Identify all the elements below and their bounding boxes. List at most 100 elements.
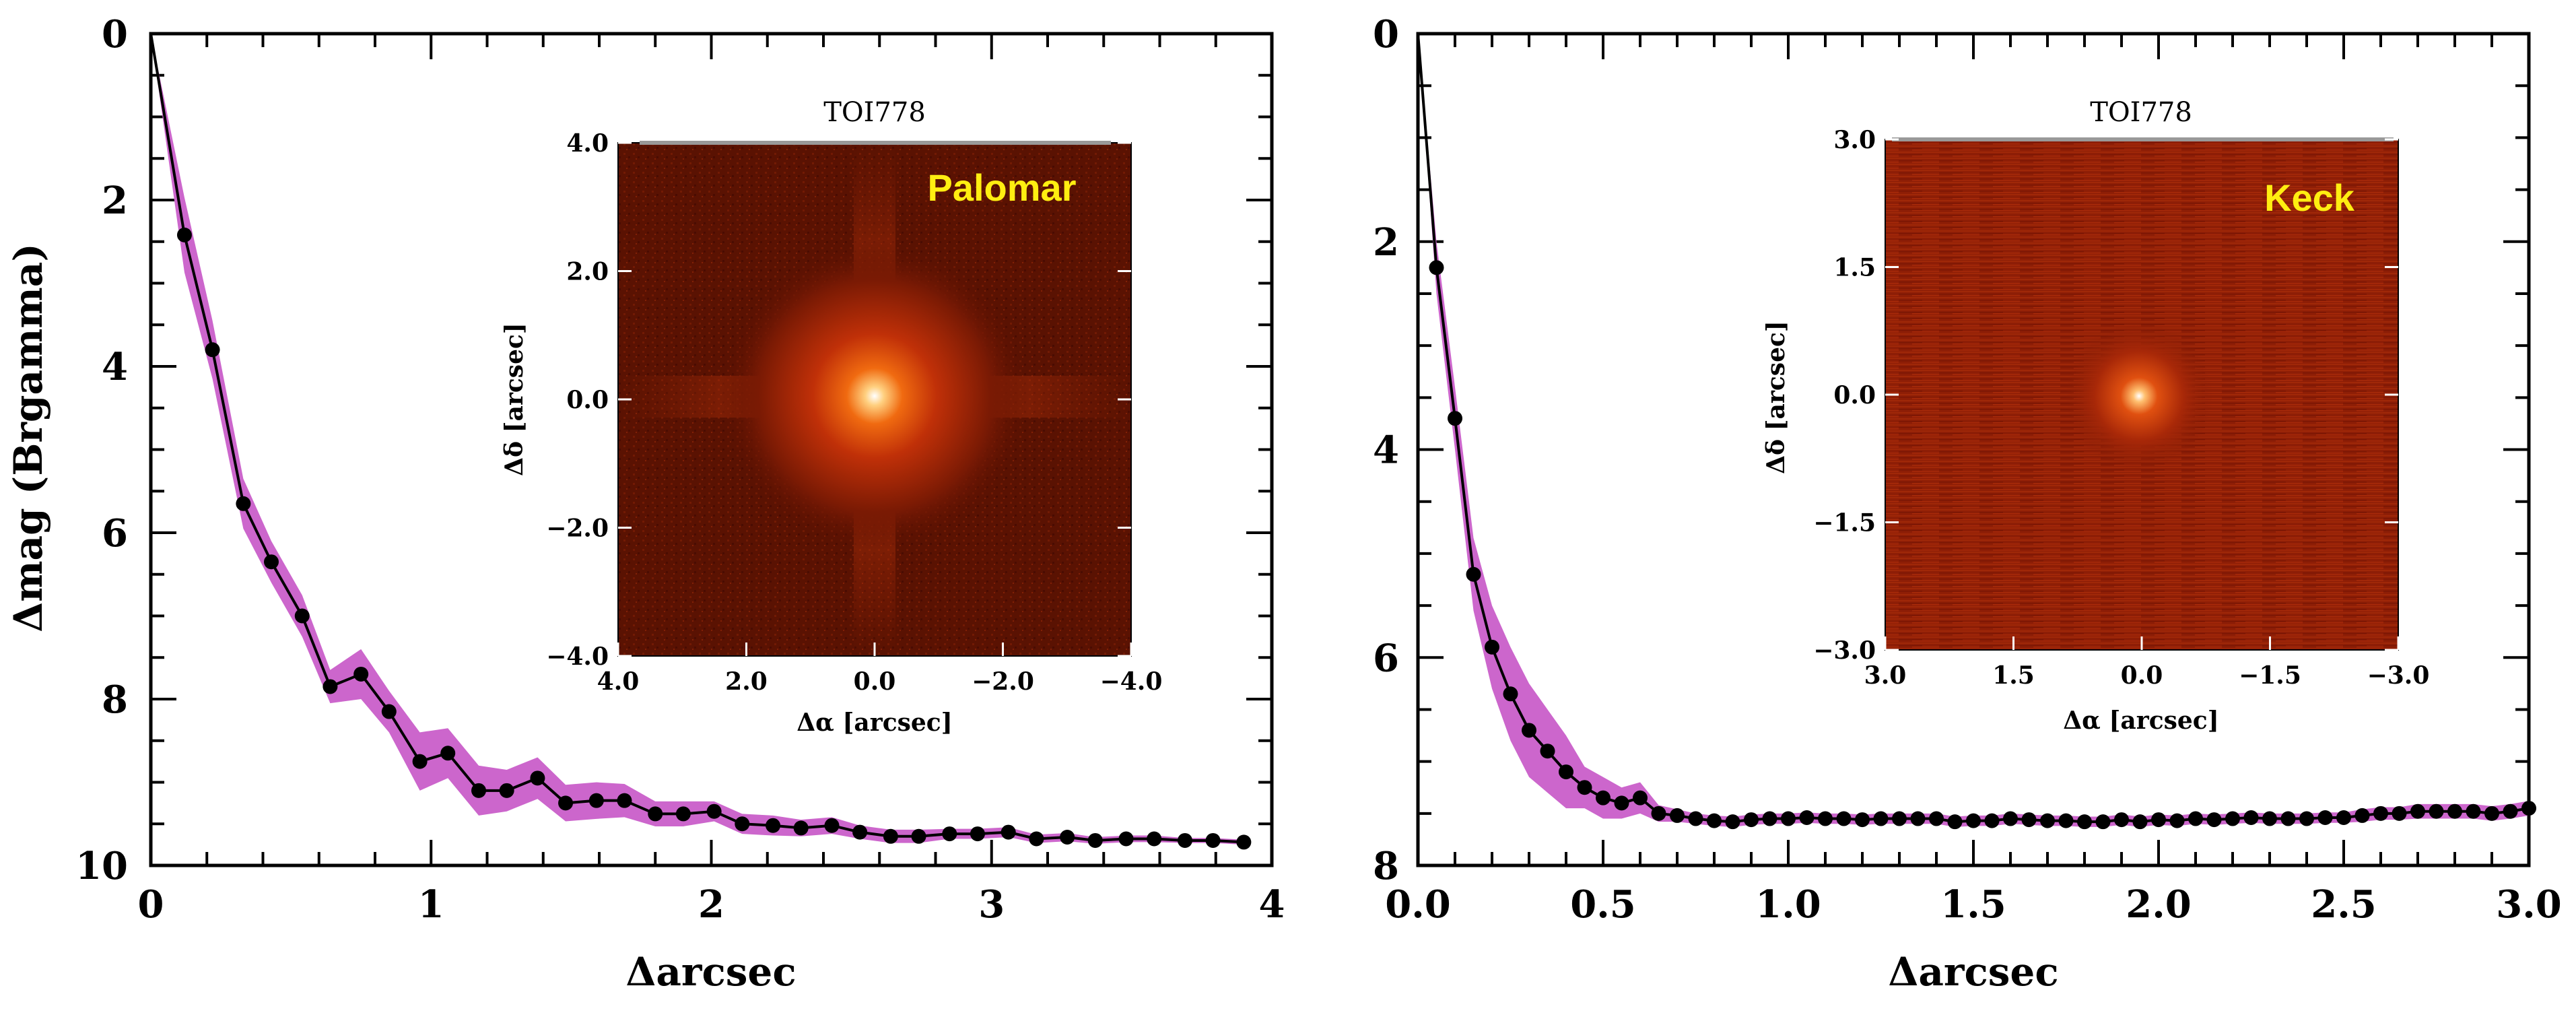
keck-ticks [1884,138,2400,651]
uncertainty-band [1418,34,2529,827]
data-point [558,795,574,811]
data-point [1485,639,1499,655]
inset-y-tick-label: 3.0 [1833,126,1876,154]
data-point [852,824,868,840]
data-point [735,816,750,832]
inset-y-tick-label: −2.0 [546,515,609,543]
data-point [1236,834,1252,850]
data-point [2151,812,2166,828]
inset-y-tick-label: −1.5 [1813,509,1876,537]
y-tick-label: 2 [1373,220,1399,265]
data-point [176,227,192,242]
inset-y-tick-label: 2.0 [566,258,609,286]
y-tick-label: 4 [102,345,128,389]
data-point [2484,806,2499,821]
right-data-points [1429,260,2536,830]
data-point [1984,813,2000,828]
data-point [1947,814,1963,830]
x-tick-label: 2 [698,882,724,927]
data-point [2410,803,2425,819]
data-point [1818,811,1833,826]
data-point [2373,806,2388,821]
x-tick-label: 3 [978,882,1005,927]
keck-y-axis-title: Δδ [arcsec] [1762,321,1790,474]
data-point [323,679,338,694]
left-x-axis-title: Δarcsec [625,949,796,995]
data-point [706,803,722,819]
data-point [970,826,985,842]
data-point [1029,831,1044,847]
data-point [1503,686,1518,702]
data-point [1466,566,1481,582]
palomar-ticks [617,141,1132,657]
data-point [1781,811,1796,826]
data-point [824,818,840,833]
data-point [2262,811,2277,826]
data-point [499,783,514,798]
palomar-y-axis-title: Δδ [arcsec] [500,323,529,476]
data-point [1670,808,1685,823]
data-point [1614,795,1629,811]
data-point [2114,812,2129,828]
x-tick-label: 4 [1259,882,1285,927]
data-point [2003,811,2018,826]
keck-tick-labels: 3.0 3.0 1.5 1.5 0.0 0.0 −1.5 −1.5 −3.0 −3.0 [1813,126,2429,690]
data-point [294,608,310,624]
keck-star-psf [2065,322,2213,470]
data-point [1873,811,1889,826]
data-point [2021,812,2037,828]
data-point [1087,832,1103,848]
data-point [1633,790,1648,806]
inset-x-tick-label: 2.0 [725,667,768,696]
left-data-points [176,227,1252,850]
data-point [2447,803,2462,819]
data-point [2354,808,2370,823]
data-point [1651,806,1666,821]
data-point [2466,803,2481,819]
data-point [911,828,926,844]
y-tick-label: 6 [1373,636,1399,680]
data-point [2188,811,2203,826]
data-point [1855,812,1870,828]
data-point [1118,831,1134,847]
left-tick-labels: 0 1 2 3 4 0 2 4 6 8 10 [75,12,1285,927]
inset-x-tick-label: 4.0 [597,667,640,696]
x-tick-label: 0 [138,882,164,927]
data-point [942,826,957,842]
data-point [1177,832,1192,848]
inset-x-tick-label: −1.5 [2239,661,2301,690]
y-tick-label: 0 [102,12,128,57]
right-ticks [1417,32,2530,867]
data-point [2521,801,2536,816]
x-tick-label: 1.0 [1755,882,1821,927]
data-point [1559,764,1573,780]
data-point [1596,790,1611,806]
data-point [530,770,545,786]
data-point [2336,810,2351,825]
data-point [263,554,279,570]
data-point [440,746,456,761]
data-point [2077,814,2092,830]
keck-inset: TOI778 Keck 3.0 3.0 1.5 1.5 0.0 0.0 −1.5 −1.5 −3… [1762,97,2429,735]
x-tick-label: 1.5 [1940,882,2006,927]
data-point [412,754,428,769]
y-tick-label: 8 [1373,844,1399,888]
inset-y-tick-label: 4.0 [566,129,609,158]
data-point [2280,811,2296,826]
data-point [1910,811,1926,826]
data-point [2206,812,2222,828]
data-point [675,806,691,822]
data-point [381,704,397,719]
data-point [236,496,251,511]
data-point [2169,813,2185,828]
data-point [588,793,604,808]
y-tick-label: 0 [1373,12,1399,57]
palomar-tick-labels: 4.0 4.0 2.0 2.0 0.0 0.0 −2.0 −2.0 −4.0 −4.0 [546,129,1162,696]
inset-y-tick-label: −4.0 [546,643,609,671]
x-tick-label: 2.0 [2126,882,2191,927]
y-tick-label: 8 [102,678,128,722]
data-point [1540,744,1555,759]
y-tick-label: 6 [102,511,128,556]
palomar-star-psf [720,241,1029,551]
